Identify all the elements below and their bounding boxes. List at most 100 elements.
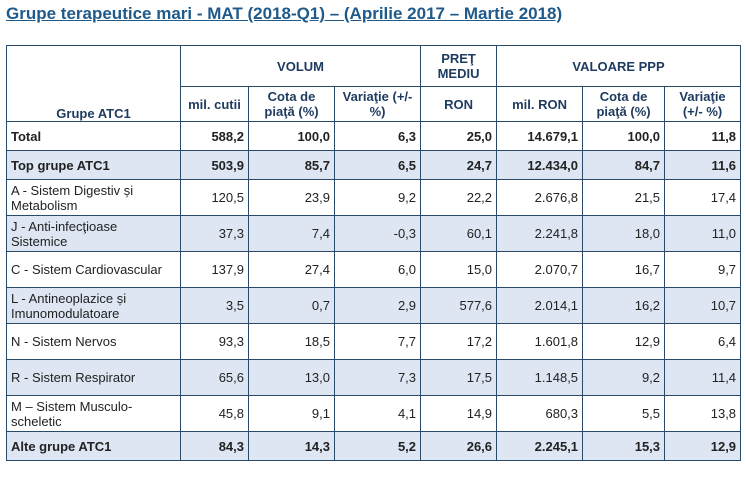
cell-mil-ron: 12.434,0 xyxy=(496,150,584,180)
cell-variatie-volum: 2,9 xyxy=(333,287,422,324)
table-row: M – Sistem Musculo-scheletic 45,8 9,1 4,1 14… xyxy=(6,395,742,432)
row-label: R - Sistem Respirator xyxy=(6,359,181,396)
cell-cota-valoare: 21,5 xyxy=(582,179,666,216)
cell-variatie-volum: 7,3 xyxy=(333,359,422,396)
cell-cota-valoare: 15,3 xyxy=(582,431,666,461)
cell-pret-ron: 22,2 xyxy=(420,179,498,216)
table-row: Top grupe ATC1 503,9 85,7 6,5 24,7 12.434,0 84… xyxy=(6,150,742,180)
cell-mil-ron: 1.601,8 xyxy=(496,323,584,360)
header-pret-mediu: PREŢ MEDIU xyxy=(420,45,498,87)
cell-pret-ron: 26,6 xyxy=(420,431,498,461)
cell-variatie-valoare: 11,8 xyxy=(664,121,742,151)
cell-cota-valoare: 5,5 xyxy=(582,395,666,432)
table-row: L - Antineoplazice și Imunomodulatoare 3,… xyxy=(6,287,742,324)
header-grupe-atc1: Grupe ATC1 xyxy=(6,45,181,122)
cell-cota-volum: 14,3 xyxy=(248,431,335,461)
page-title: Grupe terapeutice mari - MAT (2018-Q1) –… xyxy=(6,4,563,23)
cell-variatie-volum: -0,3 xyxy=(333,215,422,252)
table-row: N - Sistem Nervos 93,3 18,5 7,7 17,2 1.601,8 1… xyxy=(6,323,742,360)
cell-cota-volum: 23,9 xyxy=(248,179,335,216)
header-valoare-ppp: VALOARE PPP xyxy=(496,45,742,87)
cell-pret-ron: 15,0 xyxy=(420,251,498,288)
cell-pret-ron: 577,6 xyxy=(420,287,498,324)
cell-mil-cutii: 503,9 xyxy=(180,150,249,180)
cell-mil-cutii: 45,8 xyxy=(180,395,249,432)
cell-mil-ron: 2.070,7 xyxy=(496,251,584,288)
cell-mil-cutii: 588,2 xyxy=(180,121,249,151)
cell-pret-ron: 17,2 xyxy=(420,323,498,360)
row-label: A - Sistem Digestiv și Metabolism xyxy=(6,179,181,216)
cell-mil-ron: 2.241,8 xyxy=(496,215,584,252)
row-label: M – Sistem Musculo-scheletic xyxy=(6,395,181,432)
cell-pret-ron: 14,9 xyxy=(420,395,498,432)
cell-mil-ron: 680,3 xyxy=(496,395,584,432)
cell-cota-valoare: 84,7 xyxy=(582,150,666,180)
atc1-table: Grupe ATC1 VOLUM PREŢ MEDIU VALOARE PPP … xyxy=(6,45,742,461)
row-label: N - Sistem Nervos xyxy=(6,323,181,360)
cell-cota-volum: 18,5 xyxy=(248,323,335,360)
cell-variatie-valoare: 12,9 xyxy=(664,431,742,461)
cell-variatie-valoare: 6,4 xyxy=(664,323,742,360)
table-row: C - Sistem Cardiovascular 137,9 27,4 6,0 15,… xyxy=(6,251,742,288)
cell-cota-volum: 85,7 xyxy=(248,150,335,180)
cell-cota-valoare: 100,0 xyxy=(582,121,666,151)
table-row: Alte grupe ATC1 84,3 14,3 5,2 26,6 2.245,1 15,… xyxy=(6,431,742,461)
cell-variatie-volum: 5,2 xyxy=(333,431,422,461)
cell-variatie-valoare: 10,7 xyxy=(664,287,742,324)
cell-cota-valoare: 12,9 xyxy=(582,323,666,360)
row-label: C - Sistem Cardiovascular xyxy=(6,251,181,288)
cell-cota-valoare: 9,2 xyxy=(582,359,666,396)
cell-mil-cutii: 120,5 xyxy=(180,179,249,216)
cell-variatie-valoare: 17,4 xyxy=(664,179,742,216)
cell-cota-volum: 100,0 xyxy=(248,121,335,151)
cell-pret-ron: 17,5 xyxy=(420,359,498,396)
cell-variatie-valoare: 9,7 xyxy=(664,251,742,288)
cell-variatie-volum: 6,0 xyxy=(333,251,422,288)
row-label: L - Antineoplazice și Imunomodulatoare xyxy=(6,287,181,324)
header-variatie-volum: Variaţie (+/- %) xyxy=(333,86,422,122)
cell-mil-cutii: 84,3 xyxy=(180,431,249,461)
cell-cota-volum: 0,7 xyxy=(248,287,335,324)
header-ron: RON xyxy=(420,86,498,122)
header-variatie-valoare: Variaţie (+/- %) xyxy=(664,86,742,122)
cell-variatie-volum: 4,1 xyxy=(333,395,422,432)
cell-cota-valoare: 16,7 xyxy=(582,251,666,288)
cell-variatie-valoare: 11,6 xyxy=(664,150,742,180)
cell-cota-valoare: 16,2 xyxy=(582,287,666,324)
cell-mil-ron: 2.245,1 xyxy=(496,431,584,461)
table-row: J - Anti-infecţioase Sistemice 37,3 7,4 -0,… xyxy=(6,215,742,252)
cell-mil-ron: 2.014,1 xyxy=(496,287,584,324)
row-label: Alte grupe ATC1 xyxy=(6,431,181,461)
cell-mil-cutii: 137,9 xyxy=(180,251,249,288)
cell-cota-volum: 7,4 xyxy=(248,215,335,252)
table-row: Total 588,2 100,0 6,3 25,0 14.679,1 100,0 11,8 xyxy=(6,121,742,151)
cell-mil-cutii: 3,5 xyxy=(180,287,249,324)
header-mil-ron: mil. RON xyxy=(496,86,584,122)
cell-variatie-volum: 6,5 xyxy=(333,150,422,180)
cell-mil-cutii: 65,6 xyxy=(180,359,249,396)
cell-variatie-volum: 6,3 xyxy=(333,121,422,151)
cell-variatie-volum: 7,7 xyxy=(333,323,422,360)
cell-cota-volum: 27,4 xyxy=(248,251,335,288)
cell-mil-ron: 2.676,8 xyxy=(496,179,584,216)
cell-pret-ron: 24,7 xyxy=(420,150,498,180)
row-label: Top grupe ATC1 xyxy=(6,150,181,180)
cell-variatie-valoare: 11,4 xyxy=(664,359,742,396)
cell-variatie-valoare: 13,8 xyxy=(664,395,742,432)
row-label: J - Anti-infecţioase Sistemice xyxy=(6,215,181,252)
header-cota-valoare: Cota de piaţă (%) xyxy=(582,86,666,122)
cell-mil-ron: 1.148,5 xyxy=(496,359,584,396)
header-volum: VOLUM xyxy=(179,45,422,87)
header-mil-cutii: mil. cutii xyxy=(180,86,249,122)
table-row: A - Sistem Digestiv și Metabolism 120,5 23… xyxy=(6,179,742,216)
cell-pret-ron: 60,1 xyxy=(420,215,498,252)
row-label: Total xyxy=(6,121,181,151)
cell-cota-valoare: 18,0 xyxy=(582,215,666,252)
cell-cota-volum: 9,1 xyxy=(248,395,335,432)
cell-mil-cutii: 93,3 xyxy=(180,323,249,360)
header-cota-volum: Cota de piaţă (%) xyxy=(248,86,335,122)
table-row: R - Sistem Respirator 65,6 13,0 7,3 17,5 1.14… xyxy=(6,359,742,396)
cell-mil-ron: 14.679,1 xyxy=(496,121,584,151)
cell-mil-cutii: 37,3 xyxy=(180,215,249,252)
cell-pret-ron: 25,0 xyxy=(420,121,498,151)
